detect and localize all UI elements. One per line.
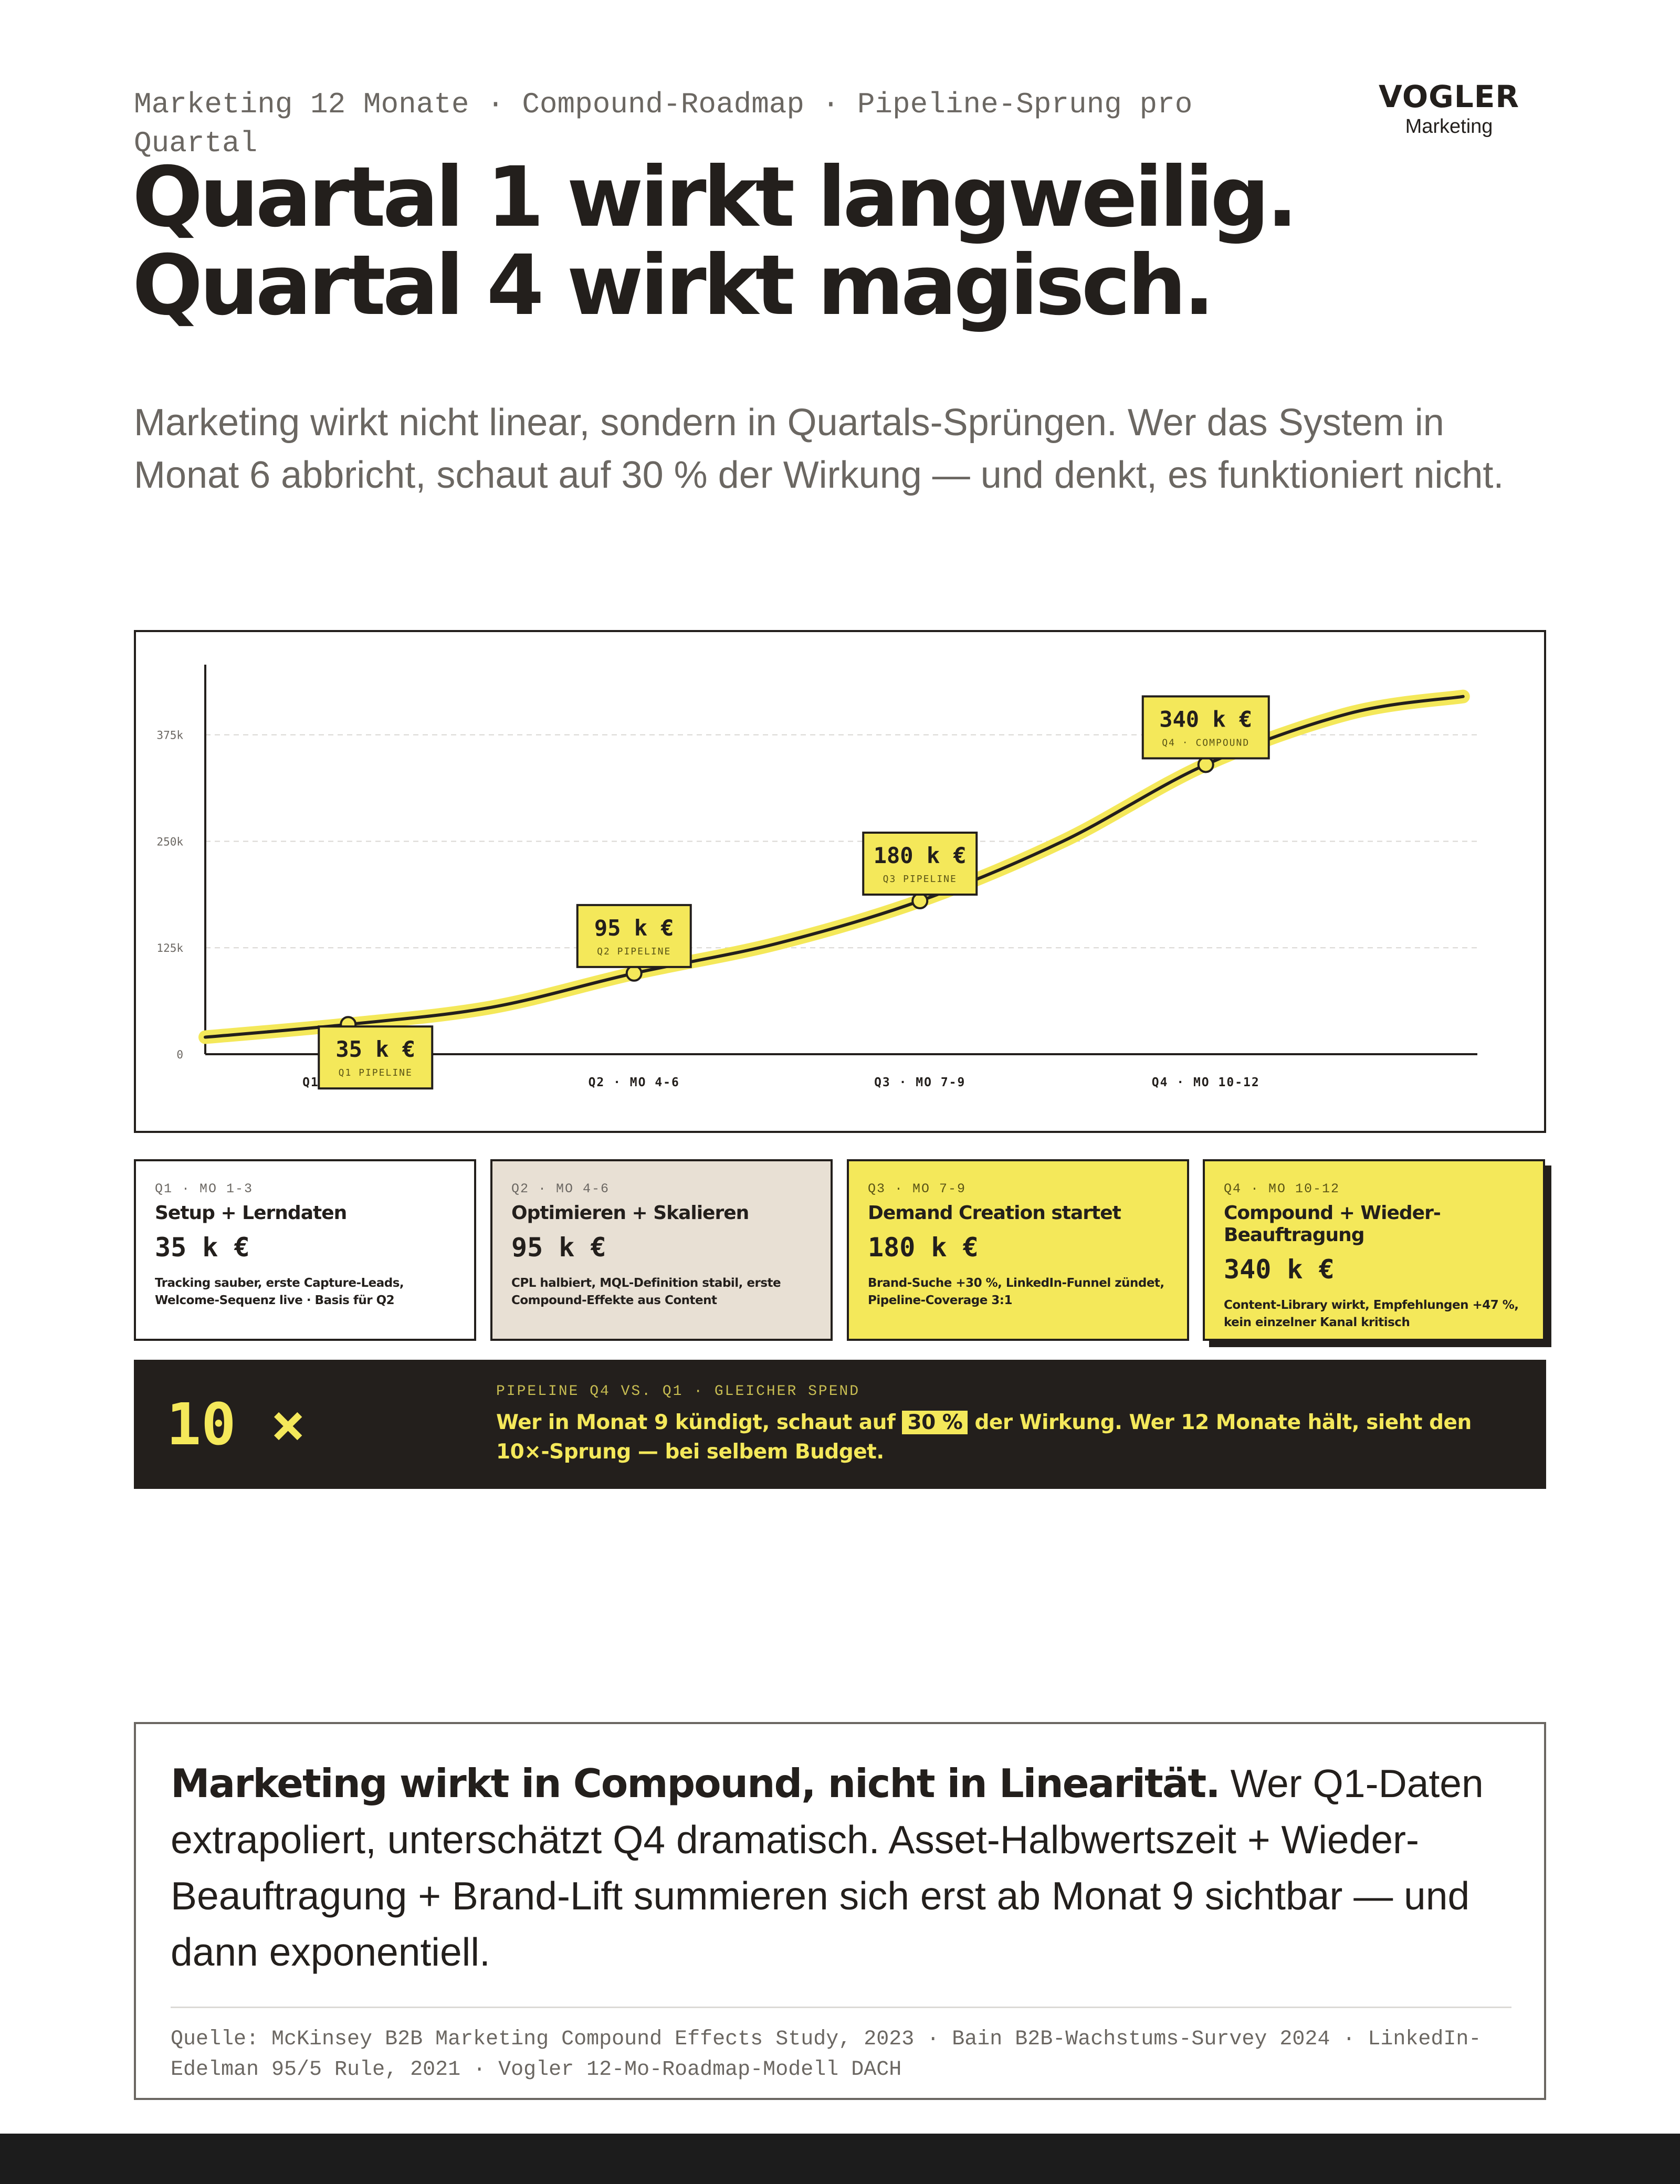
conclusion-bold: Marketing wirkt in Compound, nicht in Li… [171, 1760, 1221, 1807]
source-note: Quelle: McKinsey B2B Marketing Compound … [171, 2028, 1482, 2082]
conclusion-rest: Wer Q1-Daten extrapoliert, unterschätzt … [171, 1761, 1484, 1974]
divider [171, 2007, 1511, 2008]
x-tick-label: Q4 · MO 10-12 [1152, 1076, 1260, 1089]
quarter-title: Compound + Wieder-Beauftragung [1224, 1202, 1441, 1246]
x-tick-label: Q3 · MO 7-9 [874, 1076, 965, 1089]
quarter-value: 95 k € [511, 1232, 606, 1263]
data-label-sub: Q4 · COMPOUND [1162, 737, 1250, 748]
headline-line-1: Quartal 1 wirkt langweilig. [132, 149, 1298, 246]
band-tag: PIPELINE Q4 VS. Q1 · GLEICHER SPEND [496, 1383, 860, 1400]
quarter-tag: Q3 · MO 7-9 [868, 1181, 967, 1196]
summary-band: 10 × PIPELINE Q4 VS. Q1 · GLEICHER SPEND… [134, 1360, 1546, 1489]
data-label-box [1141, 695, 1270, 760]
band-text-before: Wer in Monat 9 kündigt, schaut auf [496, 1411, 902, 1434]
data-label-value: 95 k € [594, 915, 674, 941]
quarter-title: Optimieren + Skalieren [511, 1202, 749, 1224]
x-tick-label: Q2 · MO 4-6 [589, 1076, 680, 1089]
band-statement: Wer in Monat 9 kündigt, schaut auf 30 % … [496, 1408, 1525, 1467]
data-label-value: 340 k € [1159, 706, 1252, 732]
quarter-tag: Q2 · MO 4-6 [511, 1181, 610, 1196]
data-label-box [576, 904, 692, 968]
brand-logo: VOGLER Marketing [1344, 79, 1554, 139]
quarter-desc: Tracking sauber, erste Capture-Leads, We… [155, 1276, 404, 1307]
band-highlight: 30 % [902, 1411, 968, 1434]
quarter-desc: Content-Library wirkt, Empfehlungen +47 … [1224, 1298, 1519, 1329]
quarter-desc: Brand-Suche +30 %, LinkedIn-Funnel zünde… [868, 1276, 1164, 1307]
eyebrow: Marketing 12 Monate · Compound-Roadmap ·… [134, 88, 1193, 160]
pipeline-curve-highlight [198, 689, 1470, 1044]
band-text-after: der Wirkung. Wer 12 Monate hält, sieht d… [496, 1411, 1472, 1464]
data-point [1197, 756, 1214, 773]
conclusion-box: Marketing wirkt in Compound, nicht in Li… [134, 1722, 1546, 2100]
conclusion-text: Marketing wirkt in Compound, nicht in Li… [171, 1756, 1515, 1980]
data-label-value: 180 k € [874, 843, 967, 868]
data-label-value: 35 k € [335, 1036, 415, 1062]
quarter-card: Q2 · MO 4-6 Optimieren + Skalieren 95 k € C… [490, 1159, 833, 1341]
pipeline-curve [204, 695, 1465, 1039]
footer-bar [0, 2134, 1680, 2184]
y-tick-label: 250k [156, 835, 183, 848]
logo-subline: Marketing [1405, 116, 1493, 138]
y-tick-label: 375k [156, 729, 183, 742]
data-label-box [862, 832, 978, 896]
quarter-title: Setup + Lerndaten [155, 1202, 347, 1224]
quarter-tag: Q4 · MO 10-12 [1224, 1181, 1340, 1196]
quarter-tag: Q1 · MO 1-3 [155, 1181, 254, 1196]
quarter-desc: CPL halbiert, MQL-Definition stabil, ers… [511, 1276, 781, 1307]
quarter-value: 35 k € [155, 1232, 250, 1263]
quarter-card: Q4 · MO 10-12 Compound + Wieder-Beauftrag… [1203, 1159, 1545, 1341]
data-point [625, 964, 643, 982]
y-tick-label: 125k [156, 942, 183, 954]
data-label-box [318, 1025, 434, 1090]
data-label-sub: Q3 PIPELINE [883, 874, 957, 885]
quarter-card: Q3 · MO 7-9 Demand Creation startet 180 k … [847, 1159, 1189, 1341]
lead-paragraph: Marketing wirkt nicht linear, sondern in… [134, 402, 1504, 496]
quarter-value: 180 k € [868, 1232, 979, 1263]
page-title: Quartal 1 wirkt langweilig. Quartal 4 wi… [132, 153, 1550, 330]
headline-line-2: Quartal 4 wirkt magisch. [132, 237, 1215, 334]
quarter-card: Q1 · MO 1-3 Setup + Lerndaten 35 k € Tracki… [134, 1159, 476, 1341]
quarter-title: Demand Creation startet [868, 1202, 1121, 1224]
quarter-value: 340 k € [1224, 1254, 1335, 1285]
multiplier-value: 10 × [166, 1391, 306, 1458]
quarter-cards: Q1 · MO 1-3 Setup + Lerndaten 35 k € Tracki… [134, 1159, 1546, 1343]
data-point [911, 892, 929, 909]
data-label-sub: Q2 PIPELINE [597, 946, 671, 957]
data-label-sub: Q1 PIPELINE [339, 1067, 413, 1078]
logo-wordmark: VOGLER [1378, 79, 1520, 114]
y-tick-label: 0 [176, 1048, 183, 1061]
